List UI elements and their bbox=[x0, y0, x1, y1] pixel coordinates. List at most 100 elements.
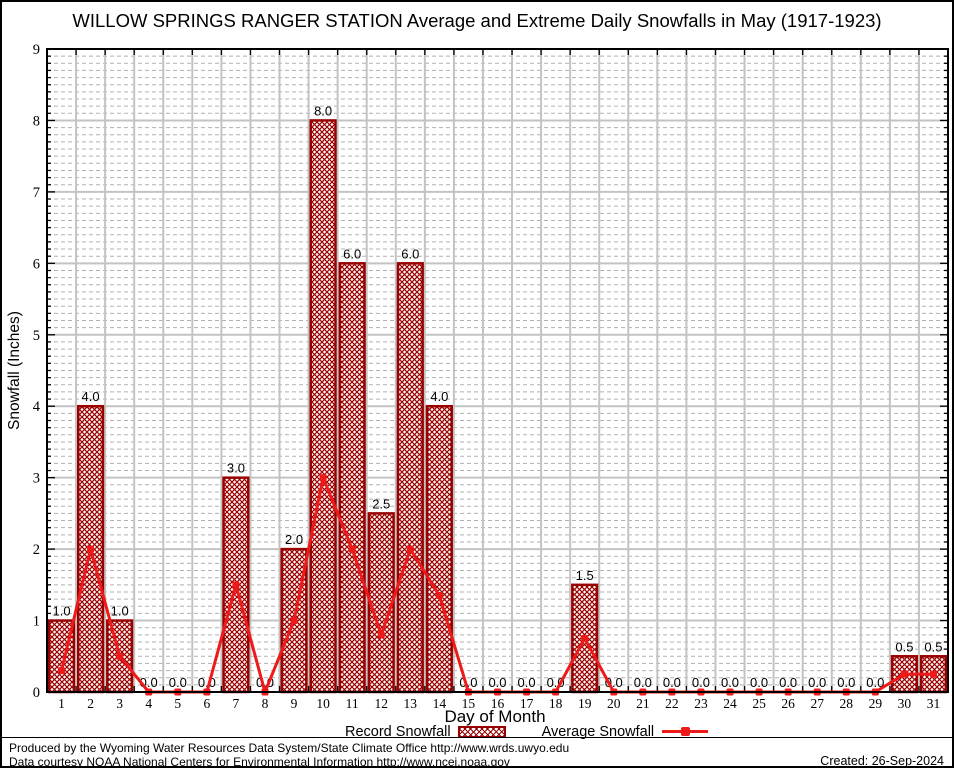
x-tick-label-10: 10 bbox=[316, 696, 330, 711]
footer-data-courtesy: Data courtesy NOAA National Centers for … bbox=[9, 755, 510, 768]
bar-label-day-25: 0.0 bbox=[750, 675, 768, 690]
record-snowfall-swatch-icon bbox=[457, 725, 506, 738]
bar-label-day-3: 1.0 bbox=[111, 604, 129, 619]
bar-day-14 bbox=[425, 404, 453, 694]
x-tick-label-29: 29 bbox=[869, 696, 883, 711]
x-tick-label-13: 13 bbox=[404, 696, 418, 711]
y-tick-label-1: 1 bbox=[33, 614, 40, 630]
bar-label-day-16: 0.0 bbox=[488, 675, 506, 690]
y-tick-label-2: 2 bbox=[33, 542, 40, 558]
bar-label-day-5: 0.0 bbox=[169, 675, 187, 690]
average-point-day-7 bbox=[232, 581, 240, 589]
x-tick-label-7: 7 bbox=[233, 696, 240, 711]
bar-label-day-9: 2.0 bbox=[285, 532, 303, 547]
x-tick-label-1: 1 bbox=[58, 696, 65, 711]
bar-label-day-23: 0.0 bbox=[692, 675, 710, 690]
average-point-day-12 bbox=[377, 631, 385, 639]
x-tick-label-25: 25 bbox=[752, 696, 766, 711]
bar-day-12 bbox=[367, 512, 395, 694]
bar-label-day-28: 0.0 bbox=[837, 675, 855, 690]
x-tick-label-22: 22 bbox=[665, 696, 679, 711]
bar-label-day-29: 0.0 bbox=[866, 675, 884, 690]
bar-label-day-27: 0.0 bbox=[808, 675, 826, 690]
y-axis-title: Snowfall (Inches) bbox=[6, 311, 23, 430]
x-tick-label-4: 4 bbox=[145, 696, 152, 711]
bar-day-10 bbox=[309, 119, 337, 694]
y-tick-label-9: 9 bbox=[33, 42, 40, 58]
average-point-day-2 bbox=[87, 545, 95, 553]
created-date: Created: 26-Sep-2024 bbox=[820, 754, 944, 768]
bar-label-day-14: 4.0 bbox=[430, 389, 448, 404]
bar-label-day-11: 6.0 bbox=[343, 246, 361, 261]
bar-label-day-17: 0.0 bbox=[518, 675, 536, 690]
x-tick-label-18: 18 bbox=[549, 696, 563, 711]
bar-label-day-24: 0.0 bbox=[721, 675, 739, 690]
bar-day-13 bbox=[396, 262, 424, 694]
minor-gridlines bbox=[47, 55, 948, 686]
x-tick-label-16: 16 bbox=[491, 696, 505, 711]
average-point-day-14 bbox=[435, 592, 443, 600]
plot-border bbox=[46, 48, 949, 693]
y-tick-label-7: 7 bbox=[33, 185, 40, 201]
x-tick-label-24: 24 bbox=[723, 696, 737, 711]
major-gridlines bbox=[47, 49, 948, 692]
average-point-day-3 bbox=[116, 652, 124, 660]
bar-label-day-22: 0.0 bbox=[663, 675, 681, 690]
footer-separator bbox=[2, 737, 952, 738]
bar-label-day-21: 0.0 bbox=[634, 675, 652, 690]
footer-produced-by: Produced by the Wyoming Water Resources … bbox=[9, 741, 570, 755]
x-tick-label-21: 21 bbox=[636, 696, 650, 711]
x-tick-label-19: 19 bbox=[578, 696, 592, 711]
average-snowfall-line-icon bbox=[662, 727, 709, 736]
x-tick-label-11: 11 bbox=[346, 696, 359, 711]
bar-label-day-1: 1.0 bbox=[52, 604, 70, 619]
x-tick-label-31: 31 bbox=[927, 696, 941, 711]
x-tick-label-2: 2 bbox=[87, 696, 94, 711]
axis-labels: 1 2 3 4 5 6 7 8 9 10 11 12 13 14 15 16 17 18 19 20 21 22 23 24 2… bbox=[6, 42, 940, 726]
x-tick-label-15: 15 bbox=[462, 696, 476, 711]
bar-label-day-7: 3.0 bbox=[227, 461, 245, 476]
bar-label-day-10: 8.0 bbox=[314, 103, 332, 118]
x-tick-label-23: 23 bbox=[694, 696, 708, 711]
average-point-day-30 bbox=[900, 670, 908, 678]
legend-average-label: Average Snowfall bbox=[541, 723, 655, 740]
x-tick-label-5: 5 bbox=[174, 696, 181, 711]
average-point-day-1 bbox=[58, 667, 66, 675]
bar-label-day-31: 0.5 bbox=[924, 639, 942, 654]
y-tick-label-5: 5 bbox=[33, 328, 40, 344]
x-tick-label-30: 30 bbox=[898, 696, 912, 711]
x-tick-label-17: 17 bbox=[520, 696, 534, 711]
x-axis-title: Day of Month bbox=[444, 707, 545, 726]
chart-title: WILLOW SPRINGS RANGER STATION Average an… bbox=[72, 10, 882, 31]
bar-label-day-26: 0.0 bbox=[779, 675, 797, 690]
average-point-day-10 bbox=[319, 474, 327, 482]
y-tick-label-8: 8 bbox=[33, 113, 40, 129]
x-tick-label-9: 9 bbox=[291, 696, 298, 711]
x-tick-label-28: 28 bbox=[840, 696, 854, 711]
x-tick-label-27: 27 bbox=[810, 696, 824, 711]
bar-label-day-30: 0.5 bbox=[895, 639, 913, 654]
bar-day-11 bbox=[338, 262, 366, 694]
x-tick-label-26: 26 bbox=[781, 696, 795, 711]
y-tick-label-3: 3 bbox=[33, 471, 40, 487]
bar-label-day-19: 1.5 bbox=[576, 568, 594, 583]
average-line-marker-icon bbox=[681, 727, 691, 736]
x-tick-label-8: 8 bbox=[262, 696, 269, 711]
chart-legend: Record Snowfall Average Snowfall bbox=[345, 723, 709, 740]
x-tick-label-6: 6 bbox=[203, 696, 210, 711]
average-point-day-11 bbox=[348, 545, 356, 553]
x-tick-label-20: 20 bbox=[607, 696, 621, 711]
x-tick-label-3: 3 bbox=[116, 696, 123, 711]
y-tick-label-0: 0 bbox=[33, 685, 40, 701]
bar-label-day-12: 2.5 bbox=[372, 496, 390, 511]
average-point-day-31 bbox=[929, 670, 937, 678]
average-point-day-9 bbox=[290, 617, 298, 625]
y-tick-label-6: 6 bbox=[33, 256, 40, 272]
average-point-day-13 bbox=[406, 545, 414, 553]
x-tick-label-12: 12 bbox=[374, 696, 388, 711]
legend-record-label: Record Snowfall bbox=[345, 723, 451, 740]
x-tick-label-14: 14 bbox=[433, 696, 447, 711]
y-tick-label-4: 4 bbox=[33, 399, 41, 415]
